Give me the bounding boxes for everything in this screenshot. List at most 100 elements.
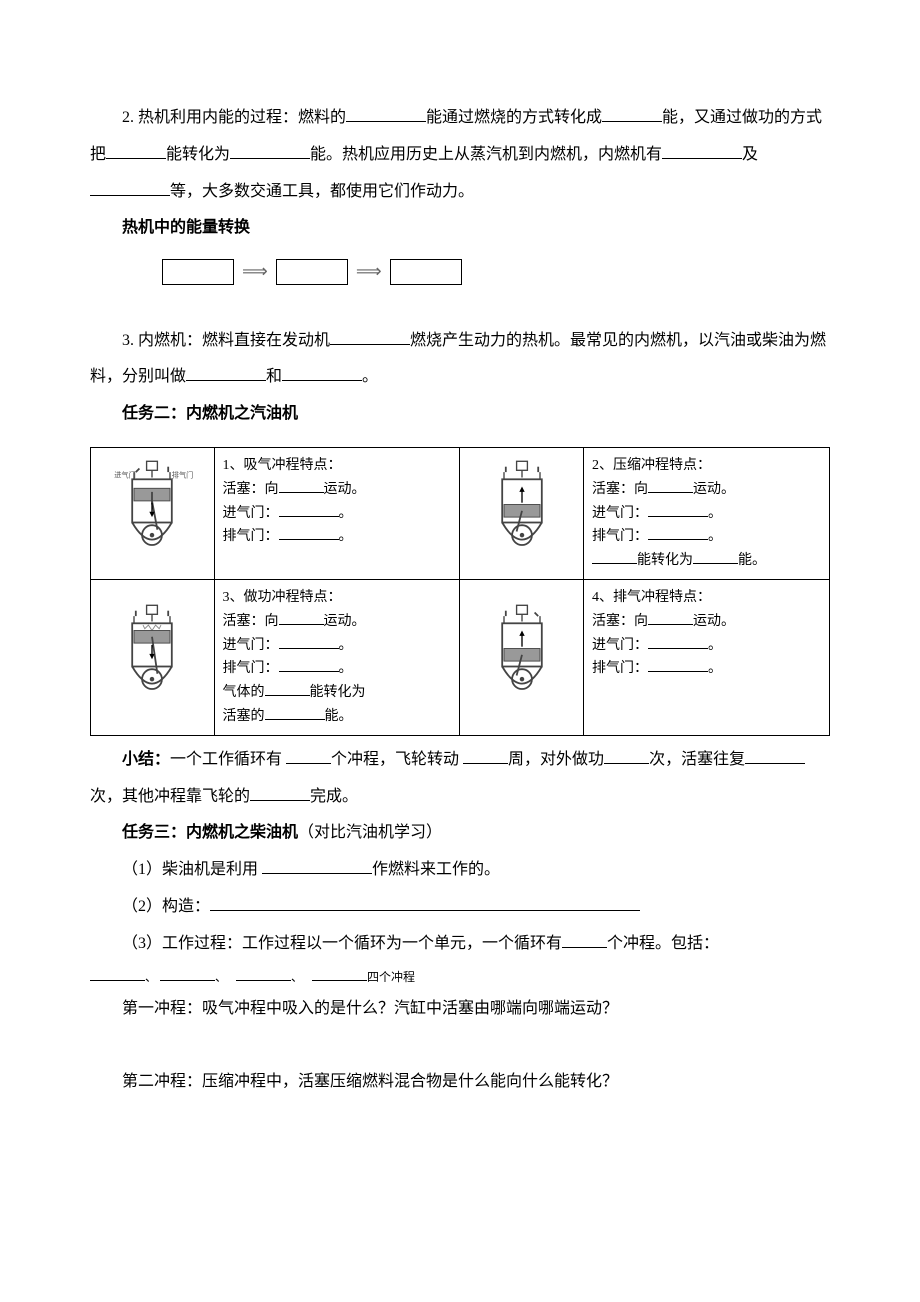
- q2-t1: 能通过燃烧的方式转化成: [426, 109, 602, 126]
- s1-l1a: 活塞：向: [223, 482, 279, 497]
- blank: [330, 328, 410, 345]
- q2-t3: 能转化为: [166, 146, 230, 163]
- s3-l5b: 能。: [325, 709, 353, 724]
- sep2: 、: [215, 970, 227, 984]
- blank: [106, 142, 166, 159]
- blank: [262, 857, 372, 874]
- s3-title: 3、做功冲程特点：: [223, 590, 342, 605]
- task3-heading-row: 任务三：内燃机之柴油机（对比汽油机学习）: [90, 815, 830, 852]
- q2-t4: 能。热机应用历史上从蒸汽机到内燃机，内燃机有: [310, 146, 662, 163]
- arrow-icon: ⟹: [242, 251, 268, 292]
- q2-t6: 等，大多数交通工具，都使用它们作动力。: [170, 183, 474, 200]
- blank: [648, 611, 693, 625]
- blank: [250, 784, 310, 801]
- s4-l1a: 活塞：向: [592, 614, 648, 629]
- blank: [265, 706, 325, 720]
- exhaust-label: 排气门: [172, 471, 194, 480]
- engine-icon: [477, 603, 567, 703]
- flow-box: [162, 259, 234, 285]
- s3-l1b: 运动。: [324, 614, 366, 629]
- flow-heading: 热机中的能量转换: [90, 210, 830, 247]
- table-row: 进气门 排气门: [91, 447, 830, 579]
- arrow-icon: ⟹: [356, 251, 382, 292]
- blank: [279, 503, 339, 517]
- blank: [282, 364, 362, 381]
- sep3: 、: [291, 970, 303, 984]
- engine-icon: [477, 459, 567, 559]
- flow-diagram: ⟹ ⟹: [162, 251, 830, 292]
- blank: [210, 894, 640, 911]
- summary: 小结：一个工作循环有 个冲程，飞轮转动 周，对外做功次，活塞往复次，其他冲程靠飞…: [90, 742, 830, 816]
- flow-box: [390, 259, 462, 285]
- s4-l3a: 排气门：: [592, 661, 648, 676]
- sep1: 、: [145, 970, 157, 984]
- intake-label: 进气门: [114, 471, 136, 480]
- blank: [604, 747, 649, 764]
- blank: [160, 969, 215, 981]
- blank: [463, 747, 508, 764]
- sum-t1: 个冲程，飞轮转动: [331, 751, 463, 768]
- blank: [648, 659, 708, 673]
- p2a: （2）构造：: [122, 898, 210, 915]
- s2-l2a: 进气门：: [592, 506, 648, 521]
- blank: [648, 479, 693, 493]
- q3-t3: 。: [362, 368, 378, 385]
- blank: [279, 479, 324, 493]
- sum-t3: 次，活塞往复: [649, 751, 745, 768]
- page: 2. 热机利用内能的过程：燃料的能通过燃烧的方式转化成能，又通过做功的方式把能转…: [0, 0, 920, 1161]
- s2-title: 2、压缩冲程特点：: [592, 458, 711, 473]
- task3-q2: 第二冲程：压缩冲程中，活塞压缩燃料混合物是什么能向什么能转化？: [90, 1064, 830, 1101]
- blank: [90, 179, 170, 196]
- sum-t0: 一个工作循环有: [170, 751, 286, 768]
- sum-t4: 次，其他冲程靠飞轮的: [90, 788, 250, 805]
- s3-l4b: 能转化为: [310, 685, 366, 700]
- task3-p3: （3）工作过程：工作过程以一个循环为一个单元，一个循环有 个冲程。包括：: [90, 926, 830, 963]
- stroke-2-text: 2、压缩冲程特点： 活塞：向运动。 进气门：。 排气门：。 能转化为能。: [583, 447, 829, 579]
- blank: [236, 969, 291, 981]
- p3a: （3）工作过程：工作过程以一个循环为一个单元，一个循环有: [122, 935, 562, 952]
- blank: [90, 969, 145, 981]
- stroke-4-image: [460, 579, 584, 735]
- blank: [745, 747, 805, 764]
- blank: [279, 527, 339, 541]
- s1-l1b: 运动。: [324, 482, 366, 497]
- blank: [602, 105, 662, 122]
- p1a: （1）柴油机是利用: [122, 861, 262, 878]
- s1-l2b: 。: [339, 506, 353, 521]
- s4-l2b: 。: [708, 638, 722, 653]
- engine-icon: [107, 603, 197, 703]
- question-2: 2. 热机利用内能的过程：燃料的能通过燃烧的方式转化成能，又通过做功的方式把能转…: [90, 100, 830, 210]
- p1b: 作燃料来工作的。: [372, 861, 500, 878]
- blank: [648, 635, 708, 649]
- blank: [279, 611, 324, 625]
- s2-l4b: 能转化为: [637, 553, 693, 568]
- blank: [346, 105, 426, 122]
- table-row: 3、做功冲程特点： 活塞：向运动。 进气门：。 排气门：。 气体的能转化为 活塞…: [91, 579, 830, 735]
- question-3: 3. 内燃机：燃料直接在发动机燃烧产生动力的热机。最常见的内燃机，以汽油或柴油为…: [90, 323, 830, 397]
- s2-l1a: 活塞：向: [592, 482, 648, 497]
- task2-heading: 任务二：内燃机之汽油机: [90, 396, 830, 433]
- p3b: 个冲程。包括：: [607, 935, 719, 952]
- s1-title: 1、吸气冲程特点：: [223, 458, 342, 473]
- blank: [265, 683, 310, 697]
- blank: [312, 969, 367, 981]
- s3-l2b: 。: [339, 638, 353, 653]
- s3-l3b: 。: [339, 661, 353, 676]
- s3-l5a: 活塞的: [223, 709, 265, 724]
- task3-p3-strokes: 、 、 、 四个冲程: [90, 969, 830, 986]
- task3-p1: （1）柴油机是利用 作燃料来工作的。: [90, 852, 830, 889]
- blank: [648, 527, 708, 541]
- s4-title: 4、排气冲程特点：: [592, 590, 711, 605]
- blank: [693, 551, 738, 565]
- blank: [279, 659, 339, 673]
- blank: [230, 142, 310, 159]
- s1-l3b: 。: [339, 529, 353, 544]
- s2-l4c: 能。: [738, 553, 766, 568]
- stroke-1-image: 进气门 排气门: [91, 447, 215, 579]
- task3-q1: 第一冲程：吸气冲程中吸入的是什么？汽缸中活塞由哪端向哪端运动？: [90, 991, 830, 1028]
- blank: [562, 931, 607, 948]
- q3-t2: 和: [266, 368, 282, 385]
- s4-l2a: 进气门：: [592, 638, 648, 653]
- blank: [648, 503, 708, 517]
- s4-l1b: 运动。: [693, 614, 735, 629]
